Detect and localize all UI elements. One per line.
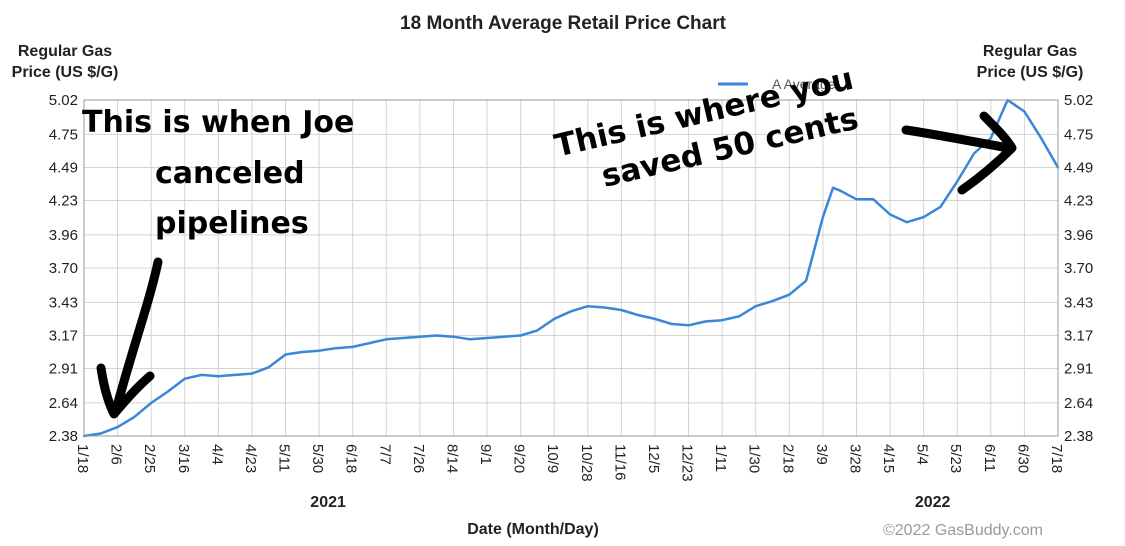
x-tick-label: 6/18 — [343, 444, 360, 473]
y-tick-label-left: 4.49 — [49, 159, 78, 176]
x-tick-label: 1/30 — [746, 444, 763, 473]
y-tick-label-left: 2.91 — [49, 361, 78, 378]
series-usa-average — [82, 98, 1060, 438]
y-tick-label-right: 5.02 — [1064, 92, 1093, 109]
annotation-left-arrow-shaft — [111, 257, 163, 415]
x-tick-label: 8/14 — [443, 444, 460, 473]
x-tick-label: 12/23 — [679, 444, 696, 482]
annotation-left-line-2: canceled — [155, 156, 305, 191]
y-tick-label-right: 4.75 — [1064, 126, 1093, 143]
x-tick-label: 1/18 — [74, 444, 91, 473]
annotation-left-arrow-head — [96, 363, 155, 419]
left-axis-title-line-2: Price (US $/G) — [12, 64, 119, 81]
y-tick-label-right: 4.23 — [1064, 193, 1093, 210]
x-tick-label: 2/6 — [108, 444, 125, 465]
legend: A Average — [718, 76, 836, 92]
x-tick-label: 3/16 — [175, 444, 192, 473]
y-tick-label-right: 4.49 — [1064, 159, 1093, 176]
annotation-left: This is when Joe canceled pipelines — [82, 105, 354, 419]
x-tick-label: 5/4 — [914, 444, 931, 465]
x-tick-label: 7/18 — [1048, 444, 1065, 473]
y-tick-label-left: 2.64 — [49, 395, 78, 412]
y-tick-label-right: 3.96 — [1064, 227, 1093, 244]
y-tick-label-right: 2.64 — [1064, 395, 1093, 412]
x-tick-label: 10/28 — [578, 444, 595, 482]
annotation-right-arrow-head — [957, 111, 1017, 195]
y-tick-label-right: 3.43 — [1064, 294, 1093, 311]
y-tick-label-right: 3.17 — [1064, 327, 1093, 344]
x-tick-label: 4/15 — [880, 444, 897, 473]
annotation-right: This is where you saved 50 cents — [551, 61, 1017, 195]
x-tick-label: 7/7 — [376, 444, 393, 465]
series-line-usa-average — [82, 98, 1060, 438]
annotation-left-line-1: This is when Joe — [82, 105, 354, 140]
x-tick-label: 12/5 — [645, 444, 662, 473]
chart-title: 18 Month Average Retail Price Chart — [400, 13, 727, 34]
x-tick-label: 5/23 — [947, 444, 964, 473]
x-tick-label: 3/9 — [813, 444, 830, 465]
x-tick-label: 2/18 — [779, 444, 796, 473]
x-tick-label: 4/23 — [242, 444, 259, 473]
y-tick-label-left: 3.43 — [49, 294, 78, 311]
y-tick-label-left: 4.75 — [49, 126, 78, 143]
x-tick-label: 3/28 — [846, 444, 863, 473]
credit-text: ©2022 GasBuddy.com — [883, 522, 1043, 539]
x-tick-label: 2/25 — [141, 444, 158, 473]
x-tick-label: 10/9 — [544, 444, 561, 473]
y-tick-label-left: 2.38 — [49, 428, 78, 445]
y-tick-labels: 2.38 2.38 2.64 2.64 2.91 2.91 3.17 3.17 3.43 3.43… — [49, 92, 1093, 445]
y-tick-label-left: 3.70 — [49, 260, 78, 277]
x-tick-label: 6/30 — [1014, 444, 1031, 473]
x-tick-label: 6/11 — [981, 444, 998, 472]
x-tick-label: 5/11 — [276, 444, 293, 472]
plot-frame — [83, 99, 1059, 437]
y-tick-label-left: 3.96 — [49, 227, 78, 244]
y-tick-label-right: 2.38 — [1064, 428, 1093, 445]
y-tick-label-right: 2.91 — [1064, 361, 1093, 378]
x-tick-label: 11/16 — [611, 444, 628, 480]
x-axis-title: Date (Month/Day) — [467, 521, 599, 538]
y-tick-label-left: 4.23 — [49, 193, 78, 210]
y-tick-label-left: 3.17 — [49, 327, 78, 344]
right-axis-title-line-1: Regular Gas — [983, 43, 1077, 60]
y-tick-label-left: 5.02 — [49, 92, 78, 109]
year-label-2022: 2022 — [915, 494, 951, 511]
right-axis-title-line-2: Price (US $/G) — [977, 64, 1084, 81]
x-tick-labels: 1/18 2/6 2/25 3/16 4/4 4/23 5/11 5/30 6/18 7/7 7/2… — [74, 444, 1065, 482]
annotation-right-arrow-shaft — [901, 125, 1013, 153]
x-tick-label: 9/1 — [477, 444, 494, 465]
x-tick-label: 4/4 — [208, 444, 225, 465]
y-tick-label-right: 3.70 — [1064, 260, 1093, 277]
left-axis-title-line-1: Regular Gas — [18, 43, 112, 60]
x-tick-label: 9/20 — [511, 444, 528, 473]
x-tick-label: 1/11 — [712, 444, 729, 472]
x-tick-label: 5/30 — [309, 444, 326, 473]
x-tick-label: 7/26 — [410, 444, 427, 473]
annotation-left-line-3: pipelines — [155, 206, 309, 241]
legend-label: A Average — [772, 76, 836, 92]
year-label-2021: 2021 — [310, 494, 346, 511]
